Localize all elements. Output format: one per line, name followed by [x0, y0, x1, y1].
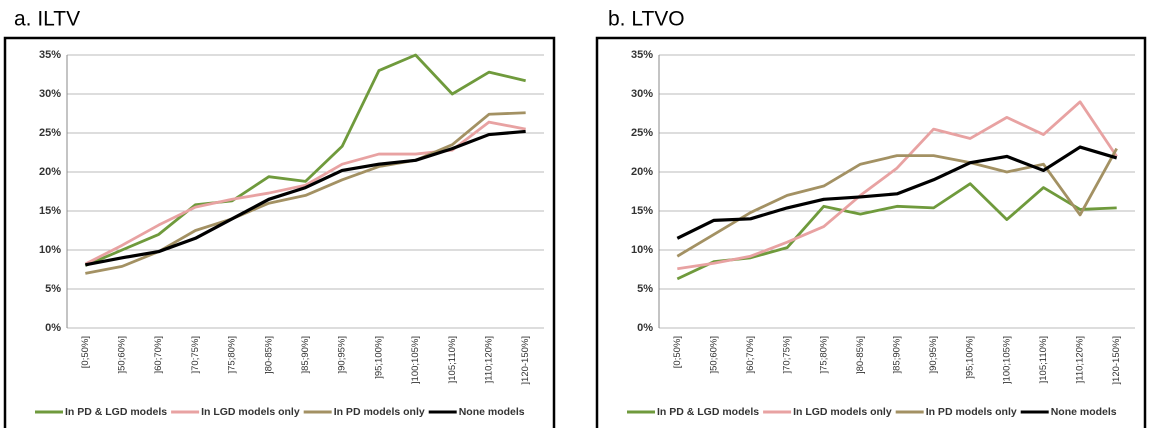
chart-frame	[595, 36, 1147, 428]
x-tick-label: [0;50%]	[80, 336, 91, 368]
y-tick-label: 25%	[39, 127, 61, 139]
y-tick-label: 15%	[39, 205, 61, 217]
x-tick-label: ]50;60%]	[117, 336, 128, 374]
x-tick-label: ]120-150%]	[520, 336, 531, 385]
x-tick-label: ]70;75%]	[782, 336, 793, 374]
series-line	[85, 111, 526, 275]
x-tick-label: ]60;70%]	[745, 336, 756, 374]
x-tick-label: ]120-150%]	[1111, 336, 1122, 385]
x-tick-label: ]80-85%]	[855, 336, 866, 374]
chart-frame	[3, 36, 556, 428]
y-tick-label: 15%	[631, 205, 653, 217]
y-tick-label: 0%	[45, 322, 61, 334]
series-line	[676, 147, 1118, 258]
series-line	[85, 129, 526, 267]
legend-label: None models	[459, 406, 525, 418]
x-tick-label: ]100;105%]	[410, 336, 421, 384]
series-line	[84, 120, 526, 266]
legend-label: In PD models only	[334, 406, 425, 418]
x-tick-label: [0;50%]	[672, 336, 683, 368]
series-line	[677, 100, 1118, 271]
chart: a. ILTV 0% 5% 10% 15% 20% 25% 30% 35% [0;50%] ]50;…	[3, 8, 556, 428]
x-tick-label: ]105;110%]	[447, 336, 458, 383]
x-tick-label: ]90;95%]	[928, 336, 939, 374]
y-tick-label: 30%	[631, 88, 653, 100]
x-tick-label: ]90;95%]	[337, 336, 348, 374]
x-tick-label: ]110;120%]	[483, 336, 494, 383]
x-tick-label: ]75;80%]	[818, 336, 829, 374]
y-tick-label: 35%	[631, 49, 653, 61]
x-tick-label: ]85;90%]	[892, 336, 903, 374]
legend-label: None models	[1051, 406, 1117, 418]
y-tick-label: 10%	[631, 244, 653, 256]
x-tick-label: ]75;80%]	[227, 336, 238, 374]
x-tick-label: ]80-85%]	[263, 336, 274, 374]
x-tick-label: ]95;100%]	[373, 336, 384, 379]
chart-title: a. ILTV	[14, 8, 80, 31]
legend-label: In PD & LGD models	[65, 406, 167, 418]
y-tick-label: 20%	[631, 166, 653, 178]
legend-label: In PD models only	[926, 406, 1017, 418]
y-tick-label: 0%	[637, 322, 653, 334]
x-tick-label: ]110;120%]	[1075, 336, 1086, 383]
series-line	[676, 182, 1117, 281]
y-tick-label: 35%	[39, 49, 61, 61]
chart: b. LTVO 0% 5% 10% 15% 20% 25% 30% 35% [0;50%] ]50;…	[595, 8, 1147, 428]
y-tick-label: 30%	[39, 88, 61, 100]
x-tick-label: ]105;110%]	[1038, 336, 1049, 383]
y-tick-label: 25%	[631, 127, 653, 139]
series-line	[676, 145, 1118, 240]
y-tick-label: 20%	[39, 166, 61, 178]
x-tick-label: ]70;75%]	[190, 336, 201, 374]
series-line	[84, 53, 526, 267]
chart-title: b. LTVO	[608, 8, 685, 31]
legend-label: In LGD models only	[793, 406, 892, 418]
x-tick-label: ]95;100%]	[965, 336, 976, 379]
x-tick-label: ]60;70%]	[153, 336, 164, 374]
x-tick-label: ]50;60%]	[708, 336, 719, 374]
x-tick-label: ]85;90%]	[300, 336, 311, 374]
y-tick-label: 5%	[45, 283, 61, 295]
legend-label: In LGD models only	[201, 406, 300, 418]
legend-label: In PD & LGD models	[657, 406, 759, 418]
y-tick-label: 5%	[637, 283, 653, 295]
y-tick-label: 10%	[39, 244, 61, 256]
x-tick-label: ]100;105%]	[1001, 336, 1012, 384]
